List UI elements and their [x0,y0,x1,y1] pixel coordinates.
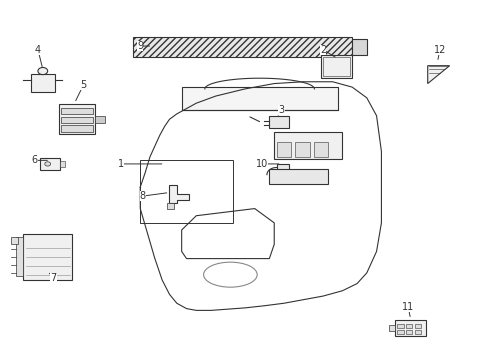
Text: 4: 4 [35,45,41,55]
Text: 10: 10 [256,159,268,169]
Text: 1: 1 [118,159,124,169]
Bar [395,320,426,336]
Bar [61,117,93,123]
Text: 6: 6 [31,156,38,165]
Bar [24,234,72,280]
Bar [11,237,19,244]
Bar [270,169,328,184]
Bar [40,158,60,170]
Bar [352,39,367,55]
Bar [60,161,65,167]
Polygon shape [428,66,450,84]
Text: 9: 9 [137,41,143,51]
Bar [406,324,413,328]
Bar [61,125,93,132]
Bar [167,203,174,208]
Bar [323,57,350,76]
Text: 2: 2 [320,45,326,55]
Bar [389,325,395,331]
Bar [270,116,289,128]
Text: 5: 5 [80,80,86,90]
Text: 3: 3 [278,105,285,115]
Bar [314,143,328,157]
Bar [415,324,421,328]
Bar [277,164,289,171]
Bar [320,55,352,78]
Bar [133,37,352,57]
Bar [140,160,233,223]
Bar [397,330,404,334]
Bar [95,116,105,123]
Bar [274,132,343,158]
Text: 7: 7 [50,273,57,283]
Bar [59,104,95,134]
Bar [415,330,421,334]
Circle shape [45,162,50,166]
Text: 8: 8 [140,191,146,201]
Text: 12: 12 [434,45,446,55]
Bar [61,108,93,114]
Bar [16,237,24,276]
Bar [295,143,310,157]
Bar [397,324,404,328]
Circle shape [38,67,48,75]
Text: 11: 11 [402,302,415,312]
Polygon shape [170,185,189,203]
Bar [406,330,413,334]
Bar [277,143,291,157]
Bar [30,74,55,92]
Bar [182,87,338,111]
